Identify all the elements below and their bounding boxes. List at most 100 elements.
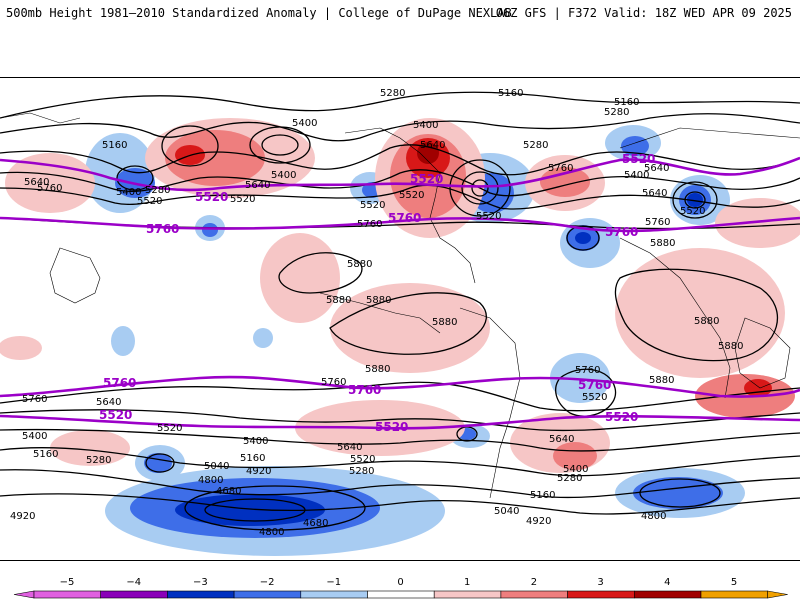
coastline	[0, 112, 81, 124]
contour-label: 5880	[650, 238, 675, 249]
contour-label: 5520	[137, 196, 162, 207]
contour-line	[449, 159, 511, 217]
contour-label: 5640	[24, 177, 49, 188]
contour-label: 5880	[649, 375, 674, 386]
contour-5760	[0, 375, 800, 398]
contour-label: 5760	[321, 377, 346, 388]
colorbar-swatch	[700, 590, 768, 599]
anomaly-blob	[550, 353, 610, 403]
contour-label: 5280	[604, 107, 629, 118]
contour-label: 5280	[349, 466, 374, 477]
anomaly-blob	[633, 477, 723, 509]
highlight-label: 5760	[146, 222, 179, 236]
contour-label: 5280	[557, 473, 582, 484]
contour-label: 4800	[259, 527, 284, 538]
contour-line	[0, 113, 800, 142]
contour-label: 5640	[644, 163, 669, 174]
colorbar-swatch	[367, 590, 435, 599]
colorbar-swatch	[567, 590, 635, 599]
colorbar-ticks: −5 −4 −3 −2 −1 0 1 2 3 4 5	[60, 577, 738, 588]
anomaly-blob	[621, 136, 649, 156]
contour-line	[204, 498, 306, 522]
model-run-info: 06Z GFS | F372 Valid: 18Z WED APR 09 202…	[495, 6, 792, 20]
contour-line	[0, 144, 800, 176]
contour-label: 4800	[641, 511, 666, 522]
contour-line	[0, 409, 800, 432]
highlight-contour-labels: 5520 5520 5520 5760 5760 5760 5760 5760 …	[99, 152, 655, 434]
colorbar-tick-label: −4	[126, 577, 141, 588]
contour-label: 5400	[243, 436, 268, 447]
contour-label: 5760	[37, 183, 62, 194]
anomaly-blob	[260, 233, 340, 323]
contour-label: 5160	[614, 97, 639, 108]
contour-label: 5760	[645, 217, 670, 228]
contour-line	[672, 181, 718, 219]
colorbar-tick-label: −1	[326, 577, 341, 588]
colorbar-tick-label: 2	[531, 577, 537, 588]
contour-label: 5520	[476, 211, 501, 222]
map-title: 500mb Height 1981–2010 Standardized Anom…	[6, 6, 512, 20]
highlight-label: 5760	[103, 376, 136, 390]
contour-label: 5520	[399, 190, 424, 201]
contour-label: 4680	[303, 518, 328, 529]
anomaly-blob	[0, 336, 42, 360]
contour-label: 5880	[326, 295, 351, 306]
highlight-label: 5520	[605, 410, 638, 424]
contour-labels: 5280 5160 5160 5280 5400 5400 5640 5280 …	[10, 88, 743, 538]
colorbar-swatch	[100, 590, 168, 599]
contour-label: 4920	[246, 466, 271, 477]
contour-line	[566, 225, 600, 251]
coastline	[344, 127, 476, 284]
contour-line	[471, 179, 489, 197]
colorbar-tick-label: −5	[60, 577, 75, 588]
contour-line	[261, 134, 299, 156]
contour-label: 5400	[22, 431, 47, 442]
coastline	[49, 247, 101, 304]
contour-label: 5520	[157, 423, 182, 434]
contour-label: 4920	[526, 516, 551, 527]
contour-label: 5760	[575, 365, 600, 376]
anomaly-blob	[253, 328, 273, 348]
anomaly-blob	[575, 232, 591, 244]
coastline	[619, 127, 800, 149]
contour-label: 5880	[694, 316, 719, 327]
colorbar-end-arrow	[767, 590, 788, 599]
contour-label: 5160	[102, 140, 127, 151]
contour-line	[461, 171, 499, 205]
contour-label: 4680	[216, 486, 241, 497]
contour-label: 5400	[413, 120, 438, 131]
colorbar-tick-label: −3	[193, 577, 208, 588]
contour-line	[614, 268, 778, 362]
contour-label: 5640	[420, 140, 445, 151]
contour-line	[161, 125, 219, 167]
contour-label: 5760	[22, 394, 47, 405]
colorbar-swatch	[167, 590, 235, 599]
anomaly-blob	[111, 326, 135, 356]
contour-line	[0, 469, 800, 499]
contour-line	[639, 478, 721, 508]
map-canvas: 5280 5160 5160 5280 5400 5400 5640 5280 …	[0, 88, 800, 556]
anomaly-colorbar: −5 −4 −3 −2 −1 0 1 2 3 4 5	[13, 577, 788, 599]
colorbar-tick-label: 0	[397, 577, 403, 588]
colorbar-tick-label: 5	[731, 577, 737, 588]
anomaly-blob	[687, 193, 703, 207]
contour-label: 5640	[337, 442, 362, 453]
highlight-label: 5520	[195, 190, 228, 204]
contour-label: 5280	[523, 140, 548, 151]
anomaly-blob	[540, 167, 590, 197]
contour-line	[329, 292, 487, 355]
anomaly-blob	[50, 430, 130, 466]
contour-label: 5640	[245, 180, 270, 191]
contour-line	[555, 368, 617, 417]
contour-label: 5040	[204, 461, 229, 472]
contour-line	[0, 381, 800, 412]
highlight-contours	[0, 156, 800, 430]
contour-line	[684, 191, 706, 209]
contour-label: 5280	[145, 185, 170, 196]
contour-label: 5520	[230, 194, 255, 205]
coastline	[319, 292, 441, 334]
contour-line	[0, 447, 800, 477]
contour-5520	[0, 414, 800, 430]
highlight-label: 5520	[410, 172, 443, 186]
highlight-label: 5520	[375, 420, 408, 434]
